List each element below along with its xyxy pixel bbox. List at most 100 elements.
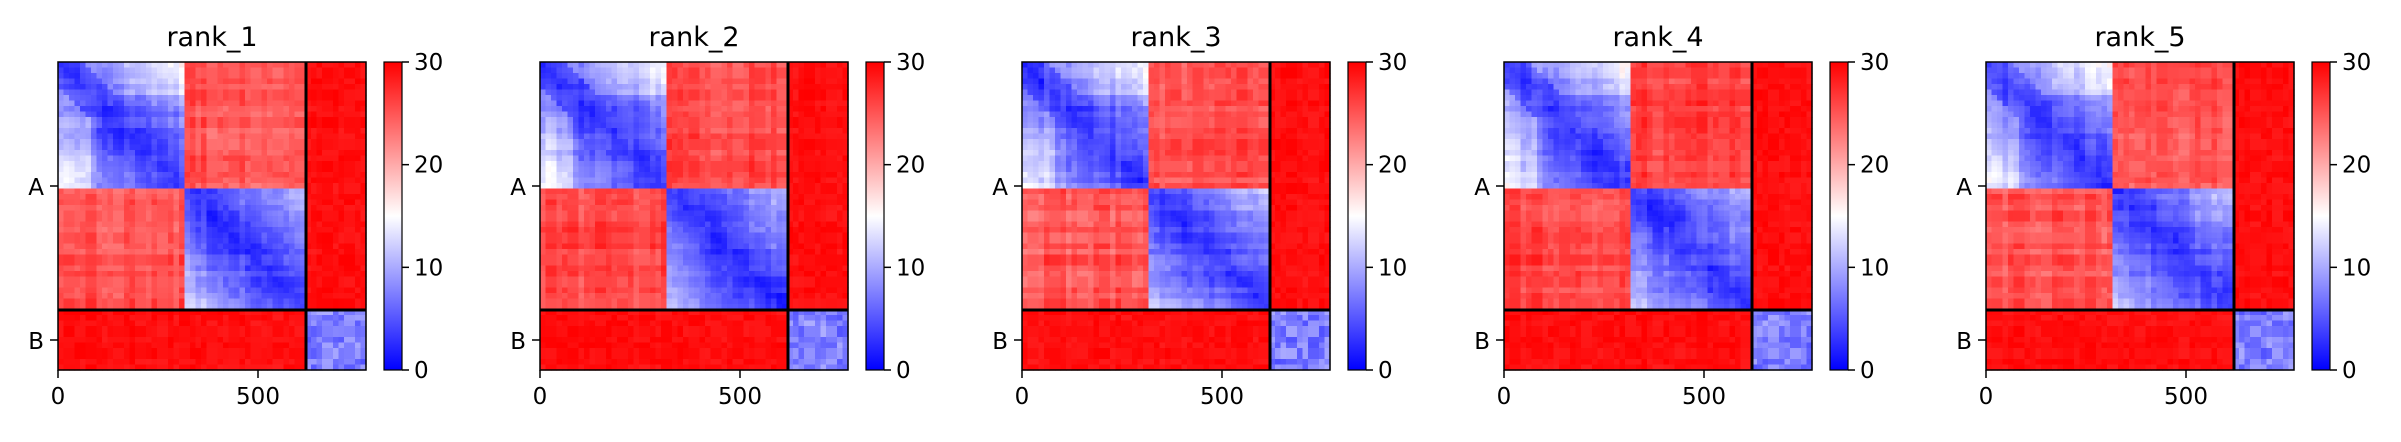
heatmap-cell	[80, 194, 86, 200]
heatmap-cell	[234, 101, 240, 107]
heatmap-cell	[744, 222, 750, 228]
heatmap-cell	[562, 95, 568, 101]
heatmap-cell	[716, 128, 722, 134]
heatmap-cell	[667, 73, 673, 79]
heatmap-cell	[262, 90, 268, 96]
heatmap-cell	[146, 106, 152, 112]
heatmap-cell	[551, 233, 557, 239]
heatmap-cell	[179, 167, 185, 173]
heatmap-cell	[185, 62, 191, 68]
heatmap-cell	[689, 183, 695, 189]
heatmap-cell	[579, 150, 585, 156]
heatmap-cell	[350, 84, 356, 90]
heatmap-cell	[793, 73, 799, 79]
heatmap-cell	[229, 167, 235, 173]
heatmap-cell	[267, 293, 273, 299]
heatmap-cell	[355, 238, 361, 244]
heatmap-cell	[75, 233, 81, 239]
heatmap-cell	[91, 139, 97, 145]
heatmap-cell	[355, 282, 361, 288]
heatmap-cell	[168, 337, 174, 343]
heatmap-cell	[804, 216, 810, 222]
heatmap-cell	[212, 84, 218, 90]
heatmap-cell	[218, 249, 224, 255]
heatmap-cell	[755, 90, 761, 96]
heatmap-cell	[322, 123, 328, 129]
heatmap-cell	[760, 79, 766, 85]
heatmap-cell	[58, 156, 64, 162]
heatmap-cell	[804, 139, 810, 145]
heatmap-cell	[262, 73, 268, 79]
heatmap-cell	[135, 123, 141, 129]
heatmap-cell	[234, 299, 240, 305]
heatmap-cell	[344, 134, 350, 140]
heatmap-cell	[579, 84, 585, 90]
heatmap-cell	[157, 315, 163, 321]
heatmap-cell	[826, 145, 832, 151]
heatmap-cell	[546, 117, 552, 123]
heatmap-cell	[135, 145, 141, 151]
heatmap-cell	[278, 90, 284, 96]
heatmap-cell	[124, 128, 130, 134]
heatmap-cell	[240, 255, 246, 261]
heatmap-cell	[804, 172, 810, 178]
heatmap-cell	[328, 211, 334, 217]
heatmap-cell	[540, 84, 546, 90]
heatmap-cell	[130, 227, 136, 233]
heatmap-cell	[317, 189, 323, 195]
heatmap-cell	[141, 277, 147, 283]
heatmap-cell	[579, 106, 585, 112]
heatmap-cell	[727, 106, 733, 112]
heatmap-cell	[91, 359, 97, 365]
heatmap-cell	[58, 321, 64, 327]
heatmap-cell	[119, 172, 125, 178]
heatmap-cell	[672, 233, 678, 239]
heatmap-cell	[80, 211, 86, 217]
heatmap-cell	[267, 189, 273, 195]
heatmap-cell	[174, 178, 180, 184]
heatmap-cell	[124, 145, 130, 151]
heatmap-cell	[207, 139, 213, 145]
heatmap-cell	[119, 238, 125, 244]
heatmap-cell	[86, 172, 92, 178]
heatmap-cell	[656, 150, 662, 156]
heatmap-cell	[234, 337, 240, 343]
heatmap-cell	[645, 62, 651, 68]
heatmap-cell	[766, 189, 772, 195]
heatmap-cell	[628, 167, 634, 173]
heatmap-cell	[333, 194, 339, 200]
heatmap-cell	[58, 73, 64, 79]
heatmap-cell	[826, 205, 832, 211]
heatmap-cell	[284, 205, 290, 211]
heatmap-cell	[108, 73, 114, 79]
heatmap-cell	[295, 134, 301, 140]
heatmap-cell	[86, 117, 92, 123]
heatmap-cell	[163, 238, 169, 244]
heatmap-cell	[146, 260, 152, 266]
heatmap-cell	[601, 139, 607, 145]
heatmap-cell	[163, 293, 169, 299]
heatmap-cell	[678, 211, 684, 217]
heatmap-cell	[289, 79, 295, 85]
heatmap-cell	[727, 200, 733, 206]
heatmap-cell	[815, 211, 821, 217]
heatmap-cell	[64, 178, 70, 184]
heatmap-cell	[289, 150, 295, 156]
heatmap-cell	[124, 216, 130, 222]
heatmap-cell	[91, 277, 97, 283]
heatmap-cell	[201, 222, 207, 228]
heatmap-cell	[201, 359, 207, 365]
heatmap-cell	[130, 194, 136, 200]
heatmap-cell	[777, 167, 783, 173]
heatmap-cell	[135, 183, 141, 189]
heatmap-cell	[656, 79, 662, 85]
heatmap-cell	[738, 178, 744, 184]
heatmap-cell	[108, 139, 114, 145]
heatmap-cell	[168, 90, 174, 96]
heatmap-cell	[240, 134, 246, 140]
heatmap-cell	[667, 189, 673, 195]
heatmap-cell	[207, 101, 213, 107]
heatmap-cell	[135, 156, 141, 162]
heatmap-cell	[295, 84, 301, 90]
heatmap-cell	[639, 233, 645, 239]
